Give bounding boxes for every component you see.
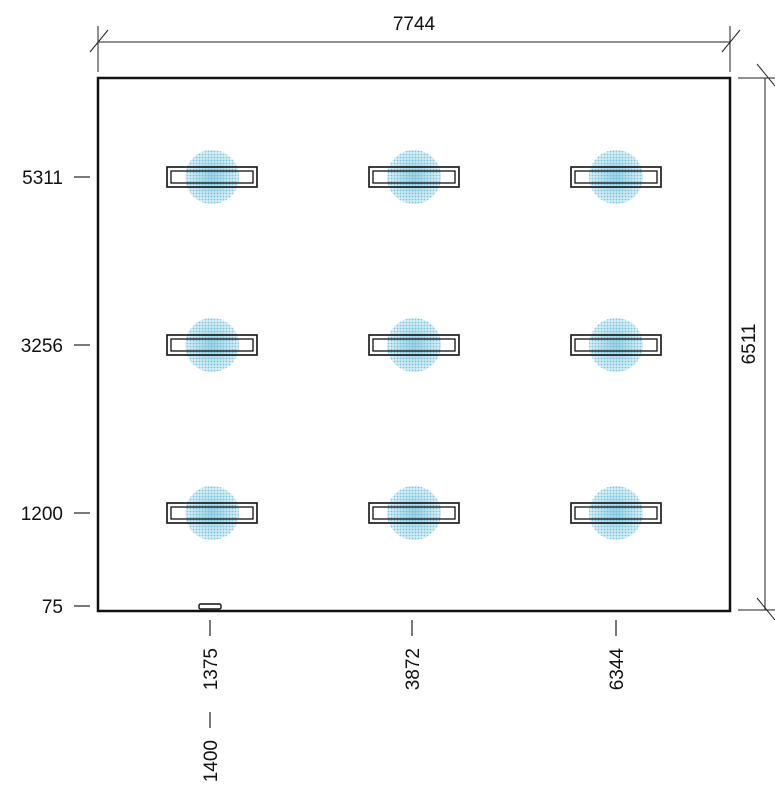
y-label-5311: 5311 xyxy=(22,168,63,189)
y-label-3256: 3256 xyxy=(21,336,63,357)
light-glow xyxy=(387,318,441,372)
luminaire-housing xyxy=(570,334,662,356)
height-tick-bottom xyxy=(756,597,775,621)
luminaire-housing xyxy=(368,334,460,356)
luminaire-housing xyxy=(570,502,662,524)
luminaire-housing xyxy=(166,502,258,524)
y-axis-labels: 5311 3256 1200 75 xyxy=(21,168,90,618)
light-glow xyxy=(185,486,239,540)
room-width-label: 7744 xyxy=(393,14,436,35)
bottom-wall-fixture xyxy=(198,603,222,610)
luminaire-housing xyxy=(570,166,662,188)
x-axis-labels: 1375 3872 6344 1400 xyxy=(201,620,628,782)
y-label-75: 75 xyxy=(42,597,63,618)
luminaire xyxy=(166,318,258,372)
luminaire xyxy=(166,486,258,540)
light-glow xyxy=(589,150,643,204)
luminaire-lens xyxy=(574,506,658,520)
luminaire-lens xyxy=(574,338,658,352)
room-height-label: 6511 xyxy=(739,324,760,365)
luminaire-lens xyxy=(170,506,254,520)
x-label-6344: 6344 xyxy=(607,648,628,691)
width-tick-left xyxy=(89,29,109,53)
luminaire-lens xyxy=(574,170,658,184)
luminaire xyxy=(368,318,460,372)
light-glow xyxy=(185,150,239,204)
luminaire-lens xyxy=(170,170,254,184)
x-label-1400: 1400 xyxy=(201,740,222,782)
height-dimension: 6511 xyxy=(738,63,775,621)
luminaire xyxy=(166,150,258,204)
light-glow xyxy=(589,318,643,372)
luminaire-housing xyxy=(166,166,258,188)
luminaire xyxy=(570,318,662,372)
width-tick-right xyxy=(721,29,741,53)
light-glow xyxy=(185,318,239,372)
luminaire xyxy=(570,150,662,204)
light-glow xyxy=(589,486,643,540)
light-glow xyxy=(387,150,441,204)
height-tick-top xyxy=(756,63,775,87)
width-dimension: 7744 xyxy=(89,14,741,72)
luminaire-lens xyxy=(170,338,254,352)
luminaire xyxy=(368,150,460,204)
x-label-3872: 3872 xyxy=(403,648,424,690)
luminaire xyxy=(570,486,662,540)
x-label-1375: 1375 xyxy=(201,648,222,690)
luminaire-housing xyxy=(368,502,460,524)
luminaire-housing xyxy=(166,334,258,356)
luminaire xyxy=(368,486,460,540)
luminaire-lens xyxy=(372,170,456,184)
luminaire-housing xyxy=(368,166,460,188)
luminaire-lens xyxy=(372,506,456,520)
luminaire-lens xyxy=(372,338,456,352)
y-label-1200: 1200 xyxy=(21,504,63,525)
light-glow xyxy=(387,486,441,540)
luminaire-layer xyxy=(166,150,662,540)
